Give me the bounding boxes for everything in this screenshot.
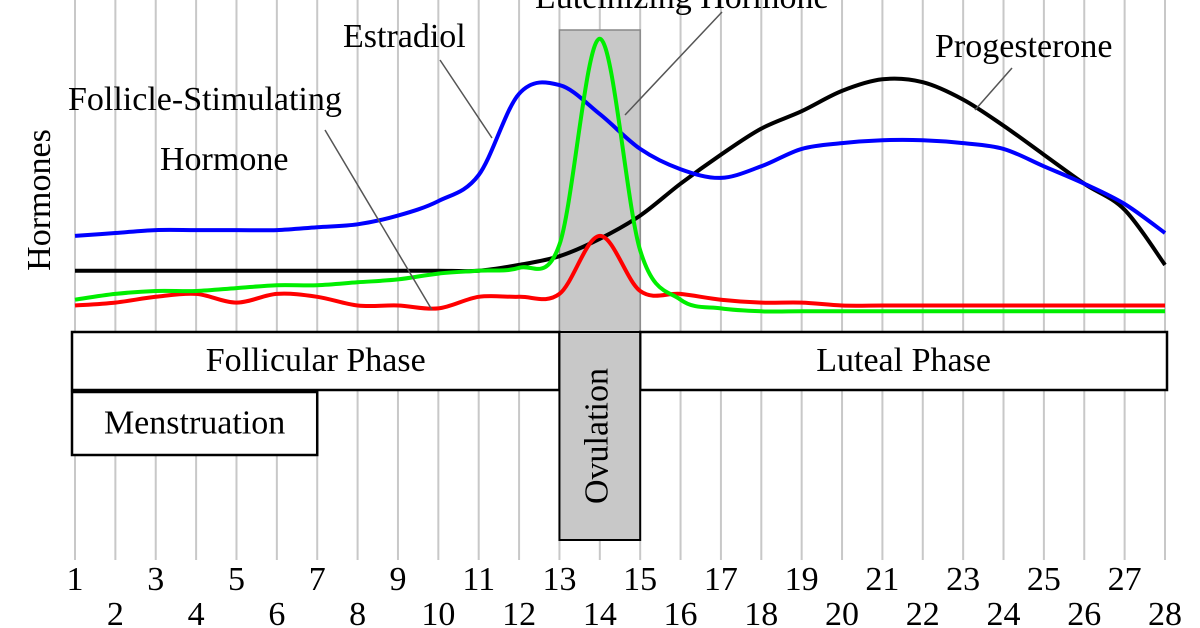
phase-label: Luteal Phase: [816, 342, 991, 379]
x-tick-label: 5: [228, 561, 245, 598]
series-label: Progesterone: [935, 28, 1113, 65]
x-tick-label: 19: [785, 561, 819, 598]
phase-boxes: [70, 330, 1169, 541]
x-tick-label: 21: [865, 561, 899, 598]
leader-line: [624, 11, 723, 116]
phase-label: Menstruation: [104, 404, 285, 441]
x-tick-label: 27: [1108, 561, 1142, 598]
x-tick-label: 11: [462, 561, 495, 598]
ovulation-box: [558, 331, 642, 541]
x-tick-label: 7: [309, 561, 326, 598]
labels: 1234567891011121314151617181920212223242…: [67, 0, 1183, 628]
x-tick-label: 16: [664, 596, 698, 628]
leader-lines: [324, 11, 1013, 311]
x-tick-label: 22: [906, 596, 940, 628]
series-line: [74, 233, 1165, 311]
series-label: Estradiol: [343, 18, 466, 55]
phase-label: Ovulation: [579, 368, 616, 504]
x-tick-label: 13: [542, 561, 576, 598]
x-tick-label: 17: [704, 561, 738, 598]
phase-box: [70, 390, 319, 457]
leader-line: [439, 59, 493, 139]
leader-line: [324, 129, 433, 311]
phase-box: [70, 330, 561, 392]
x-tick-label: 9: [389, 561, 406, 598]
x-tick-label: 1: [67, 561, 84, 598]
series-label: Follicle-Stimulating: [68, 81, 342, 118]
x-tick-label: 18: [744, 596, 778, 628]
x-tick-label: 2: [107, 596, 124, 628]
phase-box: [638, 330, 1169, 392]
x-tick-label: 25: [1027, 561, 1061, 598]
series-line: [74, 80, 1167, 238]
x-tick-label: 14: [583, 596, 617, 628]
series-line: [75, 76, 1167, 274]
series-label: Luteinizing Hormone: [535, 0, 829, 16]
x-tick-label: 23: [946, 561, 980, 598]
x-tick-label: 4: [188, 596, 205, 628]
x-tick-label: 3: [147, 561, 164, 598]
x-tick-label: 28: [1148, 596, 1182, 628]
x-tick-label: 8: [349, 596, 366, 628]
x-tick-label: 6: [268, 596, 285, 628]
series-line: [74, 36, 1165, 314]
x-tick-label: 15: [623, 561, 657, 598]
series-label: Hormone: [160, 141, 288, 178]
x-tick-label: 26: [1067, 596, 1101, 628]
x-tick-label: 10: [421, 596, 455, 628]
x-tick-label: 24: [987, 596, 1021, 628]
x-tick-label: 12: [502, 596, 536, 628]
lines: [74, 36, 1167, 314]
y-axis-label: Hormones: [21, 129, 58, 271]
phase-label: Follicular Phase: [206, 342, 426, 379]
x-tick-label: 20: [825, 596, 859, 628]
leader-line: [974, 67, 1013, 111]
